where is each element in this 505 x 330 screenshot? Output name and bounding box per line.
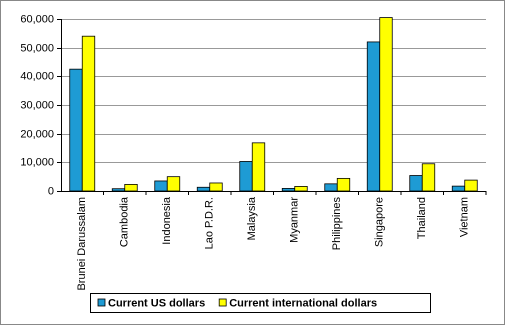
bar: [366, 41, 381, 192]
legend-swatch: [218, 298, 227, 307]
bar: [379, 17, 393, 192]
bar: [451, 185, 466, 192]
legend-swatch: [97, 298, 106, 307]
bar-layer: [69, 17, 478, 192]
text-layer: 0 10,000 20,000 30,000 40,000 50,000 60,000 Bru…: [20, 13, 470, 290]
legend: Current US dollars Current international …: [97, 297, 377, 309]
bar: [81, 35, 96, 192]
bar: [464, 179, 478, 192]
bar: [196, 186, 211, 192]
bar: [209, 182, 223, 192]
legend-label: Current US dollars: [108, 297, 205, 309]
bar: [69, 68, 83, 192]
x-tick-label: Brunei Darussalam: [76, 197, 88, 291]
x-tick-label: Philippines: [331, 197, 343, 251]
y-tick-label: 30,000: [20, 99, 54, 111]
x-tick-label: Myanmar: [289, 197, 301, 243]
x-tick-label: Singapore: [374, 197, 386, 247]
bar: [166, 176, 181, 192]
x-tick-label: Malaysia: [246, 196, 258, 240]
bar: [239, 161, 253, 192]
y-tick-label: 50,000: [20, 42, 54, 54]
bar: [409, 175, 423, 192]
y-tick-label: 10,000: [20, 156, 54, 168]
legend-label: Current international dollars: [229, 297, 377, 309]
x-tick-label: Thailand: [416, 197, 428, 239]
bar: [336, 177, 351, 192]
x-tick-label: Cambodia: [119, 196, 131, 247]
bar: [281, 188, 296, 192]
y-tick-label: 60,000: [20, 13, 54, 25]
y-tick-label: 0: [48, 185, 54, 197]
bar: [124, 184, 138, 192]
x-tick-label: Lao P.D.R.: [204, 197, 216, 249]
bar: [111, 188, 126, 192]
y-tick-label: 20,000: [20, 128, 54, 140]
x-tick-label: Indonesia: [161, 196, 173, 245]
grid-layer: [57, 19, 487, 195]
y-tick-label: 40,000: [20, 70, 54, 82]
legend-box: [90, 293, 431, 313]
bar: [251, 142, 266, 192]
bar: [324, 183, 338, 192]
bar: [294, 186, 308, 192]
x-tick-label: Vietnam: [459, 197, 471, 237]
bar: [154, 180, 168, 192]
bar: [421, 163, 436, 192]
